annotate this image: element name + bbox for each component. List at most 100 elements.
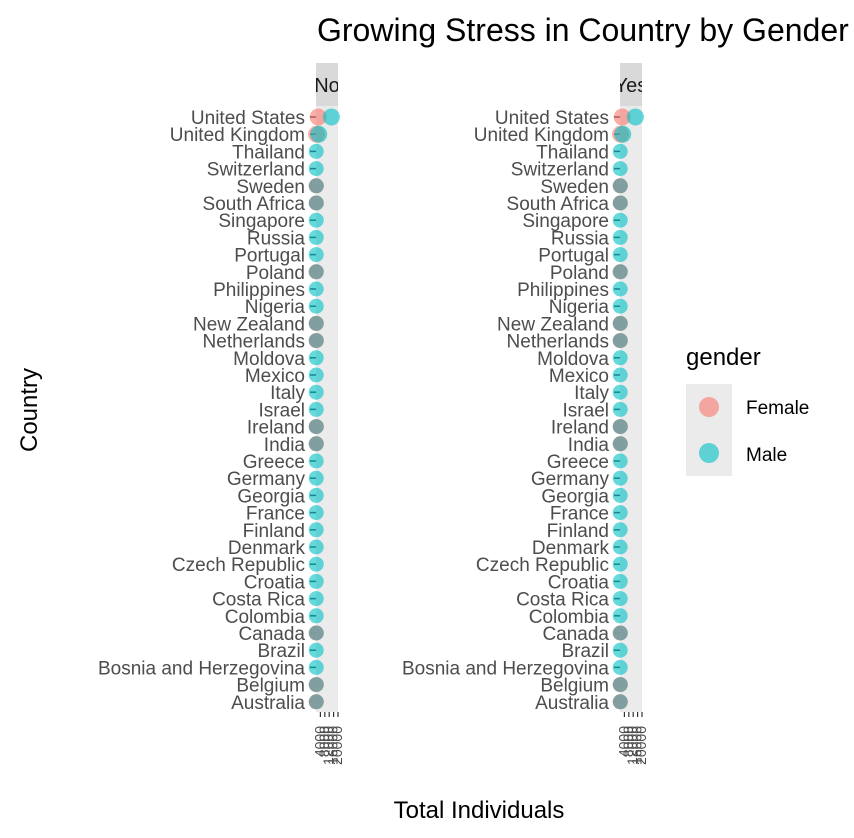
y-tick-label-no-united-states: United States bbox=[191, 108, 305, 129]
point-no-israel-male bbox=[308, 401, 324, 417]
legend-title: gender bbox=[686, 344, 761, 371]
y-tick-label-no-moldova: Moldova bbox=[233, 349, 305, 370]
y-tick-label-no-poland: Poland bbox=[246, 263, 305, 284]
y-tick-label-no-bosnia-and-herzegovina: Bosnia and Herzegovina bbox=[98, 658, 305, 679]
point-yes-netherlands-male bbox=[612, 333, 628, 349]
y-tick-label-yes-moldova: Moldova bbox=[537, 349, 609, 370]
point-yes-germany-male bbox=[612, 470, 628, 486]
point-yes-ireland-male bbox=[612, 419, 628, 435]
point-yes-portugal-male bbox=[612, 247, 628, 263]
y-tick-label-no-thailand: Thailand bbox=[232, 142, 305, 163]
y-tick-label-yes-australia: Australia bbox=[535, 693, 609, 714]
y-tick-label-yes-greece: Greece bbox=[547, 452, 609, 473]
y-tick-label-no-new-zealand: New Zealand bbox=[193, 314, 305, 335]
point-no-denmark-male bbox=[308, 539, 324, 555]
legend-label-female: Female bbox=[746, 398, 809, 419]
point-no-australia-male bbox=[308, 694, 324, 710]
point-yes-poland-male bbox=[612, 264, 628, 280]
point-no-ireland-male bbox=[308, 419, 324, 435]
point-no-united-states-female bbox=[309, 108, 327, 126]
point-yes-france-male bbox=[612, 505, 628, 521]
point-yes-russia-male bbox=[612, 229, 628, 245]
facet-strip-no bbox=[316, 63, 338, 106]
point-yes-south-africa-male bbox=[612, 195, 628, 211]
y-tick-label-yes-new-zealand: New Zealand bbox=[497, 314, 609, 335]
y-tick-label-no-israel: Israel bbox=[259, 400, 305, 421]
y-tick-label-yes-croatia: Croatia bbox=[548, 572, 610, 593]
point-yes-canada-male bbox=[612, 625, 628, 641]
y-tick-label-no-croatia: Croatia bbox=[244, 572, 306, 593]
x-tick-label-yes-0: 4000 bbox=[615, 726, 631, 757]
y-tick-label-no-philippines: Philippines bbox=[213, 280, 305, 301]
x-tick-label-no-3: 16000 bbox=[325, 726, 341, 765]
y-tick-label-no-united-kingdom: United Kingdom bbox=[170, 125, 305, 146]
y-tick-label-yes-brazil: Brazil bbox=[561, 641, 609, 662]
y-tick-label-no-finland: Finland bbox=[243, 521, 305, 542]
point-yes-switzerland-male bbox=[612, 161, 628, 177]
point-yes-sweden-male bbox=[612, 178, 628, 194]
point-yes-india-male bbox=[612, 436, 628, 452]
point-no-mexico-male bbox=[308, 367, 324, 383]
points-no bbox=[308, 108, 340, 710]
y-tick-label-no-portugal: Portugal bbox=[234, 246, 305, 267]
y-tick-label-yes-russia: Russia bbox=[551, 228, 610, 249]
point-yes-denmark-male bbox=[612, 539, 628, 555]
y-tick-label-no-denmark: Denmark bbox=[228, 538, 306, 559]
point-yes-new-zealand-male bbox=[612, 315, 628, 331]
y-tick-label-yes-nigeria: Nigeria bbox=[549, 297, 610, 318]
point-no-philippines-male bbox=[308, 281, 324, 297]
y-tick-label-yes-france: France bbox=[550, 504, 609, 525]
point-no-belgium-male bbox=[308, 677, 324, 693]
y-tick-label-yes-united-kingdom: United Kingdom bbox=[474, 125, 609, 146]
x-tick-label-no-2: 12000 bbox=[320, 726, 336, 765]
point-no-greece-male bbox=[308, 453, 324, 469]
point-no-russia-male bbox=[308, 229, 324, 245]
point-no-moldova-male bbox=[308, 350, 324, 366]
point-no-canada-male bbox=[308, 625, 324, 641]
y-tick-label-yes-switzerland: Switzerland bbox=[511, 160, 609, 181]
x-tick-label-no-1: 8000 bbox=[316, 726, 332, 757]
point-yes-colombia-male bbox=[612, 608, 628, 624]
y-tick-label-yes-netherlands: Netherlands bbox=[507, 332, 609, 353]
facet-strip-label-no: No bbox=[314, 75, 340, 97]
y-tick-label-no-australia: Australia bbox=[231, 693, 305, 714]
y-tick-label-no-costa-rica: Costa Rica bbox=[212, 590, 305, 611]
y-tick-label-no-singapore: Singapore bbox=[218, 211, 305, 232]
point-no-czech-republic-male bbox=[308, 556, 324, 572]
y-tick-label-no-nigeria: Nigeria bbox=[245, 297, 306, 318]
x-tick-label-yes-2: 12000 bbox=[624, 726, 640, 765]
point-no-brazil-male bbox=[308, 642, 324, 658]
y-tick-label-no-canada: Canada bbox=[238, 624, 305, 645]
point-no-nigeria-male bbox=[308, 298, 324, 314]
point-yes-costa-rica-male bbox=[612, 591, 628, 607]
point-no-france-male bbox=[308, 505, 324, 521]
point-yes-israel-male bbox=[612, 401, 628, 417]
point-yes-moldova-male bbox=[612, 350, 628, 366]
y-tick-label-yes-mexico: Mexico bbox=[549, 366, 609, 387]
y-tick-label-no-georgia: Georgia bbox=[237, 486, 305, 507]
y-tick-label-yes-italy: Italy bbox=[574, 383, 609, 404]
y-tick-label-yes-ireland: Ireland bbox=[551, 418, 609, 439]
point-no-india-male bbox=[308, 436, 324, 452]
point-yes-bosnia-and-herzegovina-male bbox=[612, 659, 628, 675]
y-tick-label-yes-south-africa: South Africa bbox=[507, 194, 610, 215]
y-tick-label-no-india: India bbox=[264, 435, 306, 456]
point-yes-united-states-male bbox=[626, 108, 644, 126]
point-no-georgia-male bbox=[308, 487, 324, 503]
point-no-finland-male bbox=[308, 522, 324, 538]
point-no-switzerland-male bbox=[308, 161, 324, 177]
point-yes-greece-male bbox=[612, 453, 628, 469]
point-no-costa-rica-male bbox=[308, 591, 324, 607]
y-tick-label-no-brazil: Brazil bbox=[257, 641, 305, 662]
point-no-portugal-male bbox=[308, 247, 324, 263]
x-tick-label-no-0: 4000 bbox=[311, 726, 327, 757]
point-yes-philippines-male bbox=[612, 281, 628, 297]
y-tick-label-no-switzerland: Switzerland bbox=[207, 160, 305, 181]
legend: gender Female Male bbox=[686, 344, 809, 476]
point-no-colombia-male bbox=[308, 608, 324, 624]
y-tick-label-no-sweden: Sweden bbox=[236, 177, 305, 198]
facet-strip-yes bbox=[620, 63, 642, 106]
